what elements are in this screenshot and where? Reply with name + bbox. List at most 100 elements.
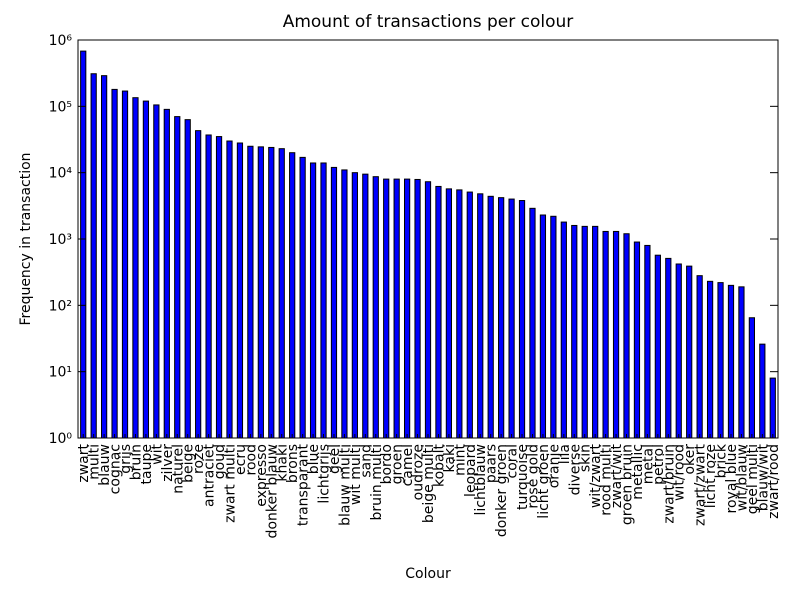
bar bbox=[236, 142, 244, 439]
x-tick-label: beige bbox=[181, 444, 197, 483]
x-tick-label: donker blauw bbox=[264, 444, 280, 538]
bar bbox=[278, 148, 285, 439]
x-tick-label: geel bbox=[327, 444, 343, 474]
x-tick-label: brick bbox=[714, 443, 730, 478]
x-tick-label: wit/rood bbox=[672, 444, 688, 501]
x-tick-label: licht groen bbox=[536, 444, 552, 519]
x-tick-label: oranje bbox=[546, 444, 562, 488]
bar bbox=[341, 169, 348, 439]
chart-title: Amount of transactions per colour bbox=[283, 12, 574, 32]
x-tick-label: goud bbox=[212, 444, 228, 479]
bar bbox=[205, 134, 212, 439]
bar bbox=[644, 244, 651, 439]
bar bbox=[686, 265, 693, 439]
bar bbox=[581, 225, 588, 439]
x-tick-label: oudroze bbox=[411, 444, 427, 500]
bar bbox=[184, 119, 191, 439]
bar bbox=[571, 224, 578, 439]
bar bbox=[257, 146, 264, 439]
bar bbox=[174, 116, 181, 439]
bar bbox=[435, 185, 442, 439]
bar bbox=[602, 230, 609, 439]
bar bbox=[466, 191, 473, 439]
x-tick-label: rood bbox=[243, 444, 259, 475]
x-tick-label: ecru bbox=[233, 444, 249, 475]
bar bbox=[383, 178, 390, 439]
bar bbox=[226, 140, 233, 439]
x-tick-label: zwart multi bbox=[222, 444, 238, 523]
x-tick-label: metal bbox=[640, 444, 656, 484]
bar bbox=[195, 130, 202, 439]
x-tick-label: grijs bbox=[118, 444, 134, 474]
bar bbox=[163, 108, 170, 439]
bar bbox=[769, 377, 776, 439]
x-tick-label: brons bbox=[285, 444, 301, 483]
x-tick-label: sand bbox=[358, 444, 374, 478]
bar bbox=[696, 275, 703, 439]
x-tick-label: kobalt bbox=[431, 444, 447, 488]
bar bbox=[550, 215, 557, 439]
y-tick-label: 10⁶ bbox=[49, 33, 73, 49]
x-tick-label: licht roze bbox=[703, 444, 719, 508]
x-tick-label: skin bbox=[578, 444, 594, 472]
bar bbox=[633, 241, 641, 439]
bar bbox=[612, 230, 620, 439]
bar bbox=[738, 286, 745, 439]
bar bbox=[362, 173, 369, 439]
x-tick-label: lichtgrijs bbox=[317, 444, 333, 504]
x-tick-label: blauw/wit bbox=[755, 443, 771, 511]
x-tick-label: coral bbox=[505, 444, 521, 479]
x-tick-label: lichtblauw bbox=[473, 444, 489, 516]
bar bbox=[498, 197, 505, 439]
y-tick-label: 10⁴ bbox=[49, 166, 73, 182]
bar bbox=[456, 189, 463, 439]
bar bbox=[748, 317, 755, 439]
x-tick-label: oker bbox=[682, 444, 698, 475]
x-tick-label: multi bbox=[87, 444, 103, 480]
bar bbox=[111, 88, 118, 439]
x-tick-label: groen bbox=[390, 444, 406, 484]
y-tick-label: 10¹ bbox=[49, 365, 72, 381]
x-axis-label: Colour bbox=[405, 566, 451, 582]
bar bbox=[142, 100, 150, 439]
bar bbox=[487, 195, 494, 439]
x-tick-label: bruin multi bbox=[369, 444, 385, 521]
bar bbox=[309, 162, 317, 439]
bar bbox=[372, 176, 379, 439]
bar bbox=[675, 263, 682, 439]
bar bbox=[654, 254, 661, 439]
bar bbox=[424, 181, 432, 439]
bar bbox=[518, 200, 526, 439]
bar bbox=[759, 343, 766, 439]
bar bbox=[132, 97, 139, 439]
bar bbox=[414, 178, 421, 439]
x-tick-label: roze bbox=[191, 444, 207, 474]
bar bbox=[247, 145, 254, 439]
x-tick-label: paars bbox=[484, 444, 500, 483]
bar bbox=[90, 73, 97, 439]
x-tick-label: expresso bbox=[254, 444, 270, 507]
y-tick-label: 10⁰ bbox=[49, 431, 73, 447]
bar bbox=[717, 282, 724, 439]
bar bbox=[289, 152, 296, 439]
bar bbox=[403, 178, 411, 439]
bar bbox=[539, 214, 547, 439]
x-tick-label: wit bbox=[149, 444, 165, 465]
bar bbox=[706, 280, 714, 439]
x-tick-label: camel bbox=[400, 444, 416, 486]
y-tick-label: 10² bbox=[49, 298, 72, 314]
x-tick-label: blauw multi bbox=[337, 444, 353, 526]
plot-frame bbox=[77, 39, 779, 439]
x-tick-label: bruin bbox=[128, 444, 144, 480]
bar bbox=[153, 104, 160, 439]
x-tick-label: zwart bbox=[76, 443, 92, 482]
bar bbox=[529, 207, 536, 439]
x-tick-label: naturel bbox=[170, 444, 186, 494]
bar bbox=[393, 178, 400, 439]
bar bbox=[215, 136, 223, 439]
x-tick-label: zwart/bruin bbox=[661, 444, 677, 524]
x-tick-label: rood multi bbox=[599, 444, 615, 516]
x-tick-label: donker groen bbox=[494, 444, 510, 537]
bar bbox=[101, 75, 108, 439]
